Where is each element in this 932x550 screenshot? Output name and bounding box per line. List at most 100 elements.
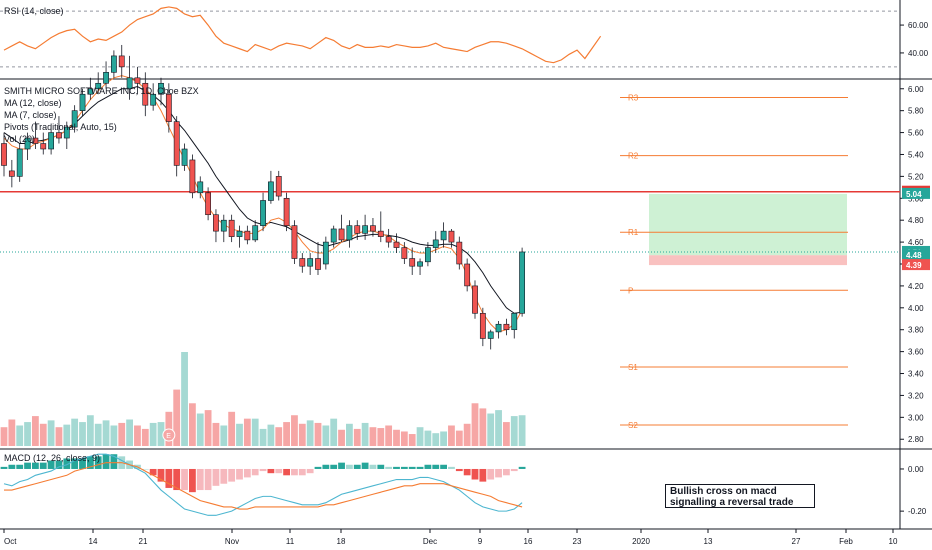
candle-body bbox=[158, 82, 164, 95]
macd-histogram-bar bbox=[47, 460, 55, 469]
candle-body bbox=[118, 55, 125, 68]
candle-body bbox=[205, 192, 211, 216]
macd-histogram-bar bbox=[495, 468, 502, 478]
candle bbox=[362, 214, 368, 240]
volume-bar bbox=[196, 413, 204, 446]
candle bbox=[165, 83, 172, 133]
macd-histogram-bar bbox=[408, 466, 416, 469]
pivot-label: R2 bbox=[628, 152, 639, 161]
macd-histogram-bar bbox=[346, 464, 353, 469]
macd-histogram-bar bbox=[369, 464, 377, 469]
candle bbox=[87, 77, 94, 100]
macd-histogram-bar bbox=[24, 462, 31, 469]
candle bbox=[519, 247, 525, 317]
volume-bar bbox=[471, 403, 479, 446]
volume-bar bbox=[16, 425, 24, 446]
pivot-label: S2 bbox=[628, 421, 638, 430]
macd-histogram-bar bbox=[220, 468, 228, 484]
candle bbox=[260, 192, 266, 232]
stop-price-badge-bg bbox=[902, 259, 930, 271]
candle-body bbox=[487, 331, 494, 339]
macd-histogram-bar bbox=[110, 454, 118, 469]
macd-histogram-bar bbox=[377, 464, 385, 469]
candle-body bbox=[315, 258, 321, 270]
price-tick-label: 4.00 bbox=[908, 304, 924, 313]
macd-histogram-bar bbox=[0, 466, 8, 469]
candle bbox=[275, 170, 282, 201]
candle bbox=[448, 228, 455, 248]
volume-bar bbox=[346, 423, 353, 446]
volume-bar bbox=[24, 422, 31, 446]
candle-body bbox=[24, 137, 31, 150]
candle-body bbox=[150, 93, 157, 106]
macd-histogram-bar bbox=[173, 468, 181, 491]
macd-histogram-bar bbox=[204, 468, 212, 491]
candle-body bbox=[267, 181, 274, 201]
candle-body bbox=[189, 159, 196, 194]
candle-body bbox=[291, 225, 298, 259]
candle bbox=[330, 225, 337, 248]
candle bbox=[48, 127, 54, 155]
rsi-label: RSI (14, close) bbox=[4, 6, 64, 16]
volume-bar bbox=[189, 403, 196, 446]
candle bbox=[464, 258, 471, 292]
candle-body bbox=[307, 258, 314, 267]
price-tick-label: 3.40 bbox=[908, 370, 924, 379]
candle bbox=[111, 50, 117, 78]
candle-body bbox=[385, 236, 392, 243]
price-tick-label: 4.60 bbox=[908, 238, 924, 247]
candle bbox=[126, 55, 133, 100]
macd-histogram-bar bbox=[510, 468, 518, 472]
candle bbox=[103, 61, 109, 89]
volume-bar bbox=[0, 427, 8, 446]
candle bbox=[24, 132, 31, 160]
candle-body bbox=[56, 132, 62, 139]
annotation-box[interactable]: Bullish cross on macd signalling a rever… bbox=[665, 484, 815, 508]
candle-body bbox=[346, 225, 353, 241]
macd-histogram-bar bbox=[212, 468, 220, 486]
entry-price-badge-bg bbox=[902, 249, 930, 261]
candle bbox=[189, 154, 196, 199]
time-tick-label: 13 bbox=[704, 537, 713, 546]
volume-bar bbox=[479, 408, 487, 446]
macd-histogram-bar bbox=[471, 468, 479, 480]
earnings-event-marker bbox=[162, 428, 176, 442]
candle-body bbox=[260, 200, 266, 226]
macd-histogram-bar bbox=[291, 468, 298, 476]
time-tick-label: 21 bbox=[139, 537, 148, 546]
target-price-badge: 5.04 bbox=[906, 190, 922, 199]
macd-histogram-bar bbox=[259, 468, 267, 472]
candle-body bbox=[377, 230, 384, 237]
macd-histogram-bar bbox=[236, 468, 243, 480]
candle-body bbox=[409, 258, 416, 267]
time-tick-label: Nov bbox=[225, 537, 239, 546]
volume-bar bbox=[275, 427, 283, 446]
macd-histogram-bar bbox=[79, 458, 86, 469]
price-tick-label: 5.40 bbox=[908, 150, 924, 159]
macd-histogram-bar bbox=[306, 468, 314, 474]
candle bbox=[354, 220, 361, 240]
macd-label: MACD (12, 26, close, 9) bbox=[4, 453, 101, 463]
candle bbox=[142, 72, 149, 117]
macd-histogram-bar bbox=[102, 454, 110, 469]
time-tick-label: 14 bbox=[89, 537, 98, 546]
volume-bar bbox=[243, 418, 251, 446]
macd-histogram-bar bbox=[71, 458, 79, 469]
candle-body bbox=[71, 110, 78, 128]
macd-histogram-bar bbox=[165, 468, 173, 488]
candle bbox=[150, 83, 157, 111]
macd-histogram-bar bbox=[385, 466, 393, 469]
candle-body bbox=[401, 247, 408, 259]
candle-body bbox=[362, 225, 368, 234]
candle bbox=[118, 44, 125, 78]
candle bbox=[1, 132, 7, 177]
macd-histogram-bar bbox=[181, 468, 188, 491]
price-tick-label: 4.80 bbox=[908, 216, 924, 225]
macd-histogram-bar bbox=[8, 464, 16, 469]
volume-bar bbox=[455, 430, 463, 446]
macd-histogram-bar bbox=[322, 464, 330, 469]
macd-tick-label: -0.20 bbox=[908, 507, 927, 516]
candle bbox=[158, 77, 164, 106]
